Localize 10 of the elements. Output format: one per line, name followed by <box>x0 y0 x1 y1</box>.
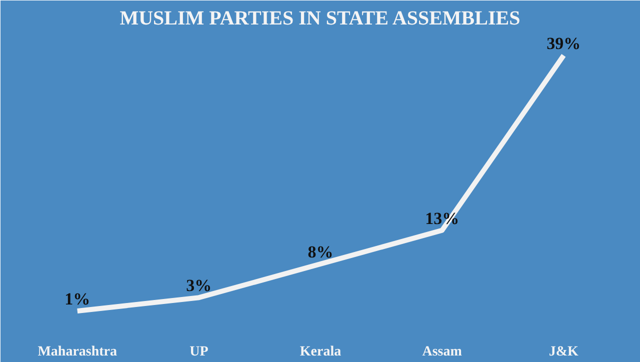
data-label: 1% <box>64 290 90 309</box>
x-tick-label: Kerala <box>300 344 342 360</box>
x-tick-label: Maharashtra <box>38 344 118 360</box>
data-label: 8% <box>308 242 334 262</box>
x-tick-label: Assam <box>422 344 462 360</box>
chart-title: MUSLIM PARTIES IN STATE ASSEMBLIES <box>120 8 520 30</box>
x-tick-label: UP <box>190 344 209 360</box>
x-tick-label: J&K <box>548 344 579 360</box>
data-label: 3% <box>186 276 212 296</box>
data-label: 39% <box>546 34 581 53</box>
